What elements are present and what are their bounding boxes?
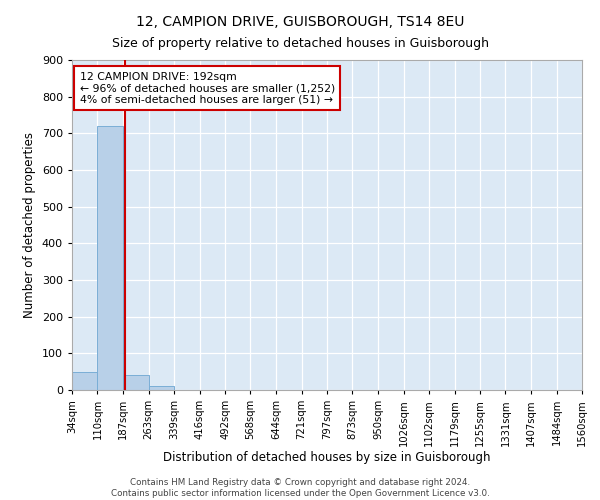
Text: 12 CAMPION DRIVE: 192sqm
← 96% of detached houses are smaller (1,252)
4% of semi: 12 CAMPION DRIVE: 192sqm ← 96% of detach… — [80, 72, 335, 105]
Text: 12, CAMPION DRIVE, GUISBOROUGH, TS14 8EU: 12, CAMPION DRIVE, GUISBOROUGH, TS14 8EU — [136, 15, 464, 29]
Bar — [72, 372, 97, 390]
Y-axis label: Number of detached properties: Number of detached properties — [23, 132, 36, 318]
Text: Size of property relative to detached houses in Guisborough: Size of property relative to detached ho… — [112, 38, 488, 51]
Bar — [149, 386, 174, 390]
Text: Contains HM Land Registry data © Crown copyright and database right 2024.
Contai: Contains HM Land Registry data © Crown c… — [110, 478, 490, 498]
X-axis label: Distribution of detached houses by size in Guisborough: Distribution of detached houses by size … — [163, 452, 491, 464]
Bar — [123, 376, 149, 390]
Bar — [97, 126, 123, 390]
